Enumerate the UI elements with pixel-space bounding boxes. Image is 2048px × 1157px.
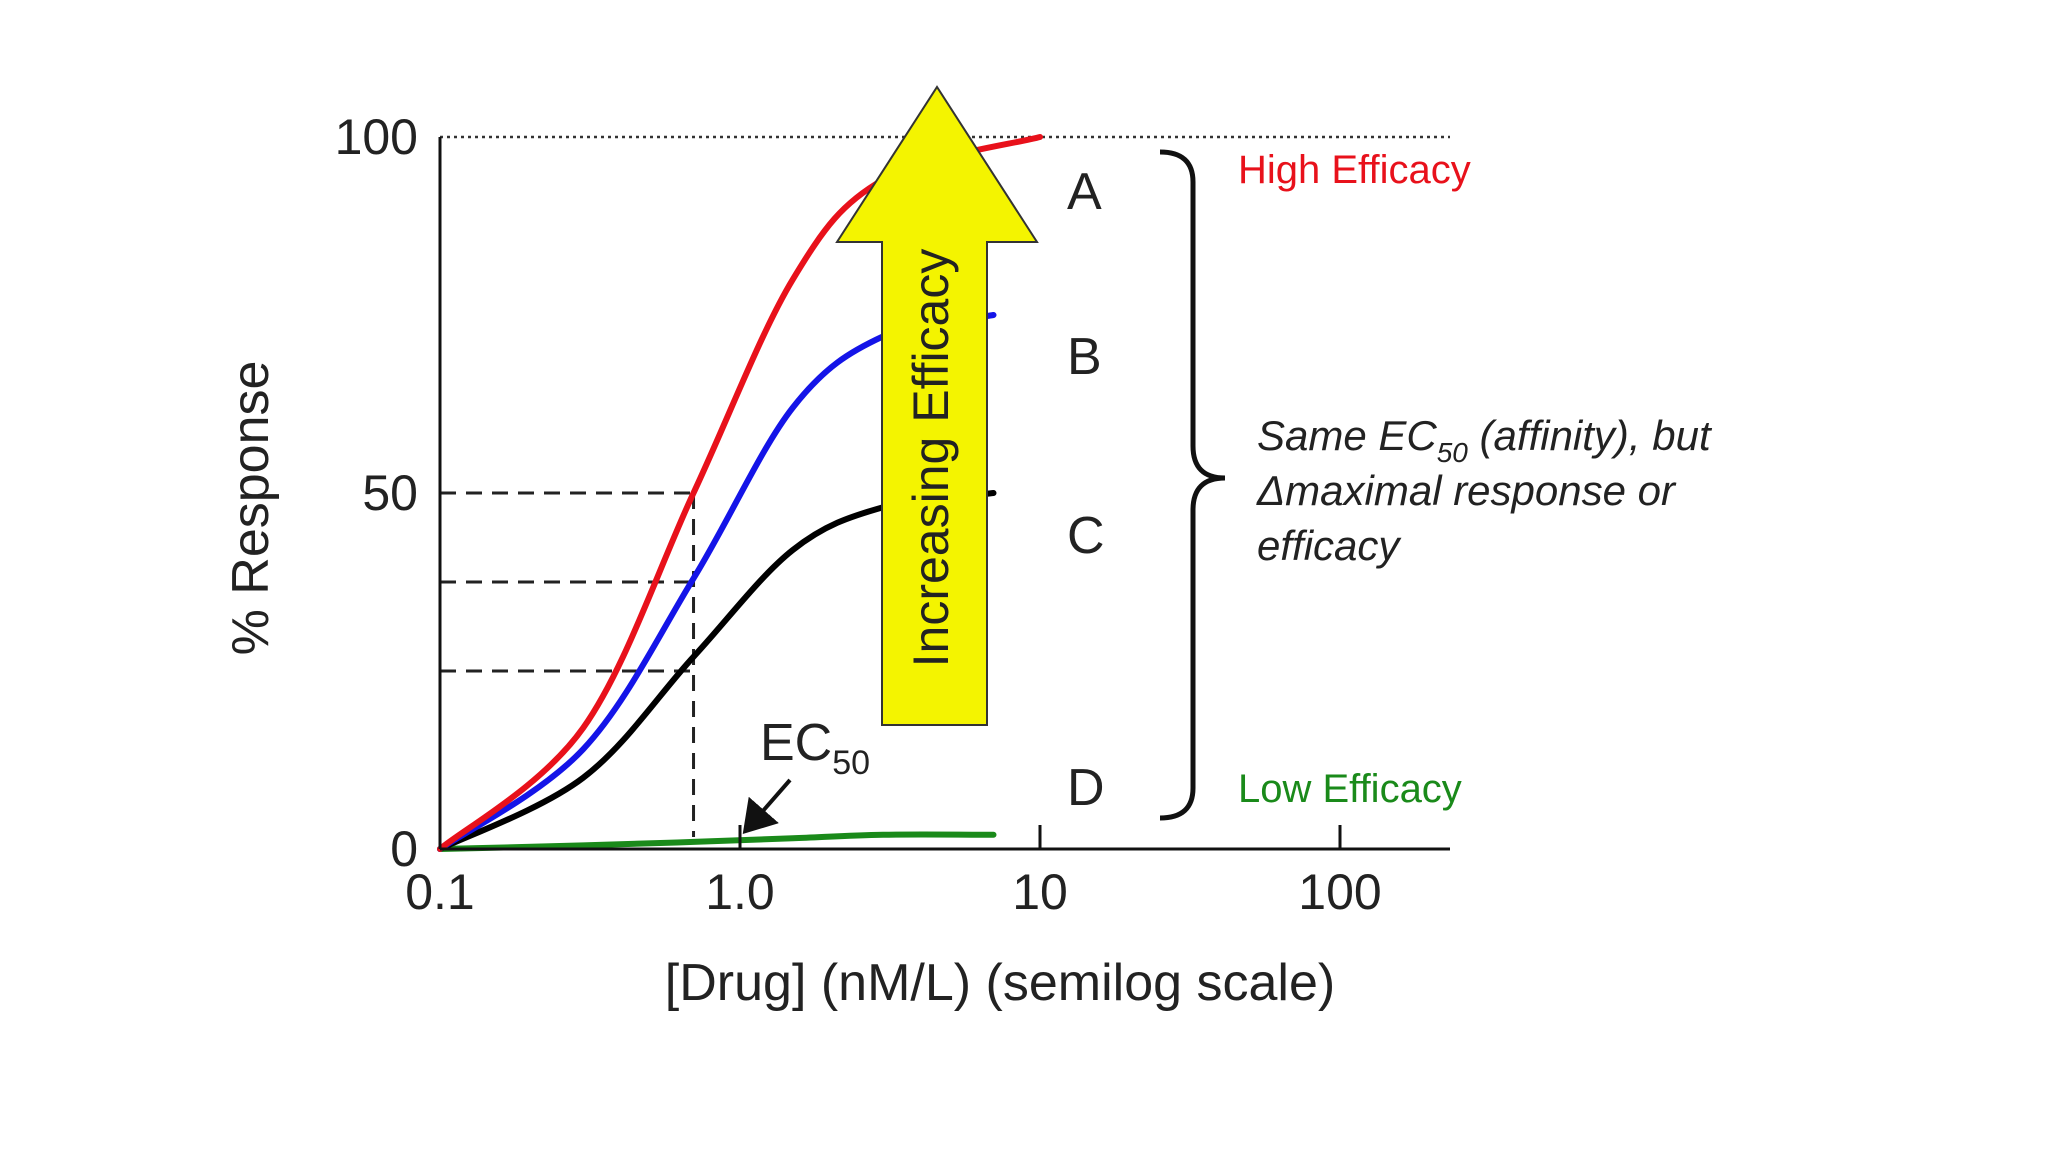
x-tick-label-2: 10 — [1012, 864, 1068, 920]
arrow-label: Increasing Efficacy — [903, 249, 959, 668]
annotation-note-line2: Δmaximal response or — [1256, 467, 1677, 514]
ec50-label-main: EC — [760, 714, 832, 772]
y-tick-label-0: 0 — [390, 821, 418, 877]
y-axis-title: % Response — [222, 361, 280, 656]
low-efficacy-label: Low Efficacy — [1238, 767, 1462, 811]
increasing-efficacy-arrow: Increasing Efficacy — [835, 85, 1039, 726]
curve-label-b: B — [1067, 328, 1102, 386]
note-line1-sub: 50 — [1437, 437, 1469, 468]
axis-ticks: 0.1 1.0 10 100 0 50 100 — [335, 109, 1382, 920]
x-axis-title: [Drug] (nM/L) (semilog scale) — [665, 954, 1335, 1012]
x-tick-label-0: 0.1 — [405, 864, 475, 920]
annotation-note-line3: efficacy — [1257, 522, 1402, 569]
curve-label-c: C — [1067, 507, 1105, 565]
y-tick-label-2: 100 — [335, 109, 418, 165]
note-line1-b: (affinity), but — [1468, 412, 1713, 459]
y-tick-label-1: 50 — [362, 465, 418, 521]
arrow-shape — [835, 85, 1039, 726]
ec50-dash-lines — [440, 491, 696, 837]
right-brace — [1159, 149, 1226, 821]
high-efficacy-label: High Efficacy — [1238, 148, 1471, 192]
curve-label-a: A — [1067, 163, 1102, 221]
note-line1-a: Same EC — [1257, 412, 1437, 459]
ec50-pointer-arrow — [742, 778, 792, 835]
x-tick-label-1: 1.0 — [705, 864, 775, 920]
ec50-label-sub: 50 — [832, 744, 870, 782]
curve-d — [437, 831, 997, 852]
curve-label-d: D — [1067, 759, 1105, 817]
annotation-note-line1: Same EC50 (affinity), but — [1257, 412, 1713, 468]
ec50-label: EC50 — [760, 714, 870, 782]
x-tick-label-3: 100 — [1298, 864, 1381, 920]
